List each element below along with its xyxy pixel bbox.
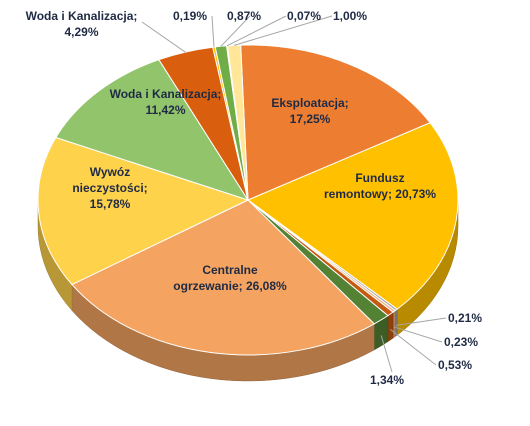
label-small-053: 0,53% [438,358,473,372]
leader-line-slice-13 [233,15,333,46]
pie-slice-wywoz-nieczystosci-7 [37,136,250,286]
pie-slice-fundusz-remontowy-1 [246,122,459,310]
label-small-087: 0,87% [227,9,262,23]
label-woda-inner-name: Woda i Kanalizacja; [109,87,222,101]
label-small-007: 0,07% [287,9,322,23]
label-wywoz-value: 15,78% [89,197,131,211]
label-small-134: 1,34% [370,373,405,387]
label-fundusz: Fundusz remontowy; 20,73% [300,170,460,202]
pie-side-slice-4 [387,311,394,343]
label-small-023: 0,23% [444,335,479,349]
label-woda-inner-value: 11,42% [145,103,186,117]
pie-slice-centralne-ogrzewanie-6 [71,199,376,356]
label-centralne-name: Centralne [202,263,258,277]
leader-line-slice-12 [226,15,287,47]
pie-slice-woda-i-kanalizacja-8 [55,59,250,201]
label-centralne-value: ogrzewanie; 26,08% [173,279,287,293]
label-wywoz: Wywóz nieczystości; 15,78% [55,164,165,212]
pie-slice-eksploatacja-0 [240,44,431,201]
label-wywoz-name1: Wywóz [89,165,131,179]
pie-side-slice-3 [392,310,396,339]
leader-lines [141,15,447,373]
label-eksploatacja-value: 17,25% [289,112,331,126]
label-wywoz-name2: nieczystości; [72,181,148,195]
label-small-021: 0,21% [448,311,483,325]
leader-line-slice-10 [211,15,215,48]
label-woda-outer: Woda i Kanalizacja; 4,29% [14,8,149,40]
pie-side-slice-2 [394,308,398,338]
label-fundusz-name: Fundusz [355,171,405,185]
leader-line-slice-2 [396,317,447,326]
label-small-100: 1,00% [333,9,368,23]
label-woda-outer-value: 4,29% [64,25,99,39]
leader-line-slice-3 [393,326,443,343]
leader-line-slice-11 [220,15,251,47]
label-woda-outer-name: Woda i Kanalizacja; [25,9,138,23]
label-centralne: Centralne ogrzewanie; 26,08% [150,262,310,294]
label-eksploatacja-name: Eksploatacja; [271,96,349,110]
label-woda-inner: Woda i Kanalizacja; 11,42% [98,86,233,118]
leader-line-slice-4 [390,329,437,366]
label-fundusz-value: remontowy; 20,73% [323,187,437,201]
pie-top-group [37,44,459,356]
label-small-019: 0,19% [173,9,208,23]
label-eksploatacja: Eksploatacja; 17,25% [255,95,365,127]
leader-line-slice-5 [380,335,393,373]
leader-line-woda-i-kanalizacja-9 [141,21,186,53]
